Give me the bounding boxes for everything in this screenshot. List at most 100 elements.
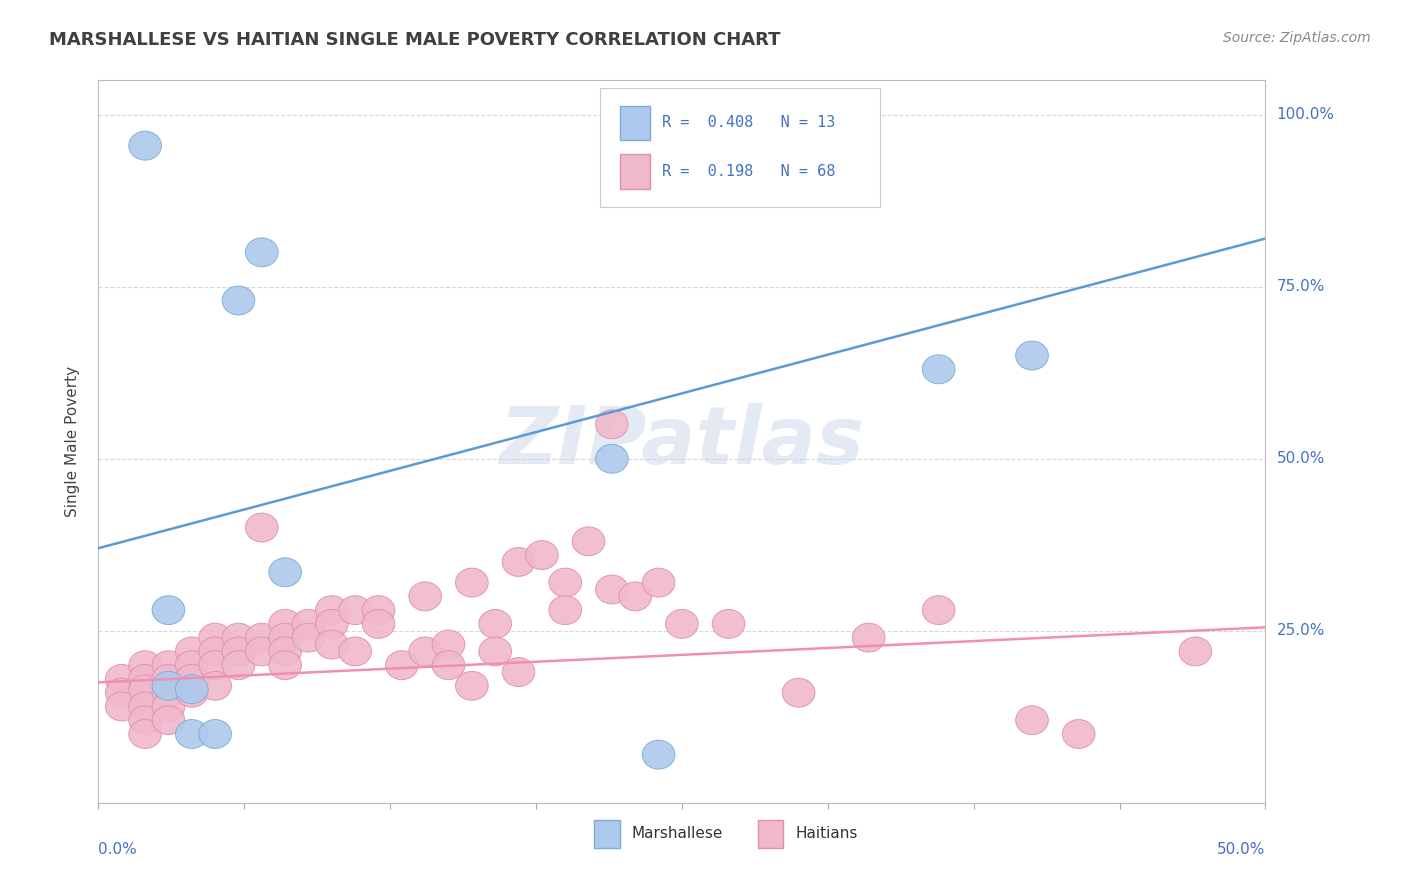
Ellipse shape <box>269 651 301 680</box>
Ellipse shape <box>246 238 278 267</box>
Ellipse shape <box>246 637 278 665</box>
Ellipse shape <box>456 568 488 597</box>
Ellipse shape <box>105 665 138 693</box>
Ellipse shape <box>129 651 162 680</box>
Ellipse shape <box>782 678 815 707</box>
Ellipse shape <box>363 609 395 639</box>
Ellipse shape <box>176 665 208 693</box>
FancyBboxPatch shape <box>600 87 880 207</box>
Ellipse shape <box>502 548 534 576</box>
Ellipse shape <box>129 131 162 160</box>
Ellipse shape <box>665 609 699 639</box>
Ellipse shape <box>176 651 208 680</box>
Ellipse shape <box>198 637 232 665</box>
Ellipse shape <box>129 675 162 704</box>
Ellipse shape <box>152 596 184 624</box>
Ellipse shape <box>129 692 162 721</box>
Ellipse shape <box>548 596 582 624</box>
Ellipse shape <box>198 720 232 748</box>
Ellipse shape <box>198 624 232 652</box>
Ellipse shape <box>105 692 138 721</box>
Text: 25.0%: 25.0% <box>1277 624 1324 639</box>
Ellipse shape <box>922 355 955 384</box>
FancyBboxPatch shape <box>595 820 620 847</box>
Ellipse shape <box>548 568 582 597</box>
Text: 50.0%: 50.0% <box>1218 842 1265 856</box>
Text: 0.0%: 0.0% <box>98 842 138 856</box>
FancyBboxPatch shape <box>758 820 783 847</box>
Ellipse shape <box>222 286 254 315</box>
Ellipse shape <box>596 444 628 473</box>
Y-axis label: Single Male Poverty: Single Male Poverty <box>65 366 80 517</box>
Ellipse shape <box>176 678 208 707</box>
Ellipse shape <box>152 651 184 680</box>
Ellipse shape <box>479 609 512 639</box>
Ellipse shape <box>176 675 208 704</box>
Ellipse shape <box>363 596 395 624</box>
Ellipse shape <box>198 672 232 700</box>
Ellipse shape <box>198 651 232 680</box>
FancyBboxPatch shape <box>620 154 651 189</box>
Ellipse shape <box>643 740 675 769</box>
Ellipse shape <box>409 582 441 611</box>
Ellipse shape <box>432 651 465 680</box>
Ellipse shape <box>129 720 162 748</box>
Ellipse shape <box>176 720 208 748</box>
Ellipse shape <box>619 582 651 611</box>
Ellipse shape <box>222 651 254 680</box>
Ellipse shape <box>1063 720 1095 748</box>
Ellipse shape <box>292 624 325 652</box>
Ellipse shape <box>152 692 184 721</box>
Ellipse shape <box>152 672 184 700</box>
Ellipse shape <box>176 637 208 665</box>
Ellipse shape <box>339 596 371 624</box>
Ellipse shape <box>105 678 138 707</box>
Ellipse shape <box>152 678 184 707</box>
FancyBboxPatch shape <box>620 105 651 140</box>
Ellipse shape <box>246 513 278 542</box>
Ellipse shape <box>269 624 301 652</box>
Ellipse shape <box>643 568 675 597</box>
Ellipse shape <box>1015 341 1049 370</box>
Ellipse shape <box>596 410 628 439</box>
Ellipse shape <box>409 637 441 665</box>
Text: ZIPatlas: ZIPatlas <box>499 402 865 481</box>
Text: R =  0.198   N = 68: R = 0.198 N = 68 <box>662 164 835 178</box>
Ellipse shape <box>385 651 418 680</box>
Ellipse shape <box>922 596 955 624</box>
Ellipse shape <box>292 609 325 639</box>
Text: 75.0%: 75.0% <box>1277 279 1324 294</box>
Text: 100.0%: 100.0% <box>1277 107 1334 122</box>
Text: Marshallese: Marshallese <box>631 826 723 841</box>
Ellipse shape <box>1180 637 1212 665</box>
Text: Source: ZipAtlas.com: Source: ZipAtlas.com <box>1223 31 1371 45</box>
Ellipse shape <box>152 706 184 735</box>
Ellipse shape <box>246 624 278 652</box>
Ellipse shape <box>1015 706 1049 735</box>
Ellipse shape <box>315 630 349 659</box>
Ellipse shape <box>713 609 745 639</box>
Ellipse shape <box>596 575 628 604</box>
Ellipse shape <box>269 609 301 639</box>
Ellipse shape <box>222 624 254 652</box>
Text: MARSHALLESE VS HAITIAN SINGLE MALE POVERTY CORRELATION CHART: MARSHALLESE VS HAITIAN SINGLE MALE POVER… <box>49 31 780 49</box>
Ellipse shape <box>152 665 184 693</box>
Ellipse shape <box>315 609 349 639</box>
Ellipse shape <box>526 541 558 569</box>
Ellipse shape <box>129 706 162 735</box>
Ellipse shape <box>269 637 301 665</box>
Ellipse shape <box>269 558 301 587</box>
Text: Haitians: Haitians <box>796 826 858 841</box>
Text: 50.0%: 50.0% <box>1277 451 1324 467</box>
Ellipse shape <box>129 665 162 693</box>
Ellipse shape <box>852 624 884 652</box>
Ellipse shape <box>339 637 371 665</box>
Ellipse shape <box>572 527 605 556</box>
Ellipse shape <box>502 657 534 687</box>
Ellipse shape <box>479 637 512 665</box>
Text: R =  0.408   N = 13: R = 0.408 N = 13 <box>662 115 835 130</box>
Ellipse shape <box>432 630 465 659</box>
Ellipse shape <box>315 596 349 624</box>
Ellipse shape <box>222 637 254 665</box>
Ellipse shape <box>456 672 488 700</box>
